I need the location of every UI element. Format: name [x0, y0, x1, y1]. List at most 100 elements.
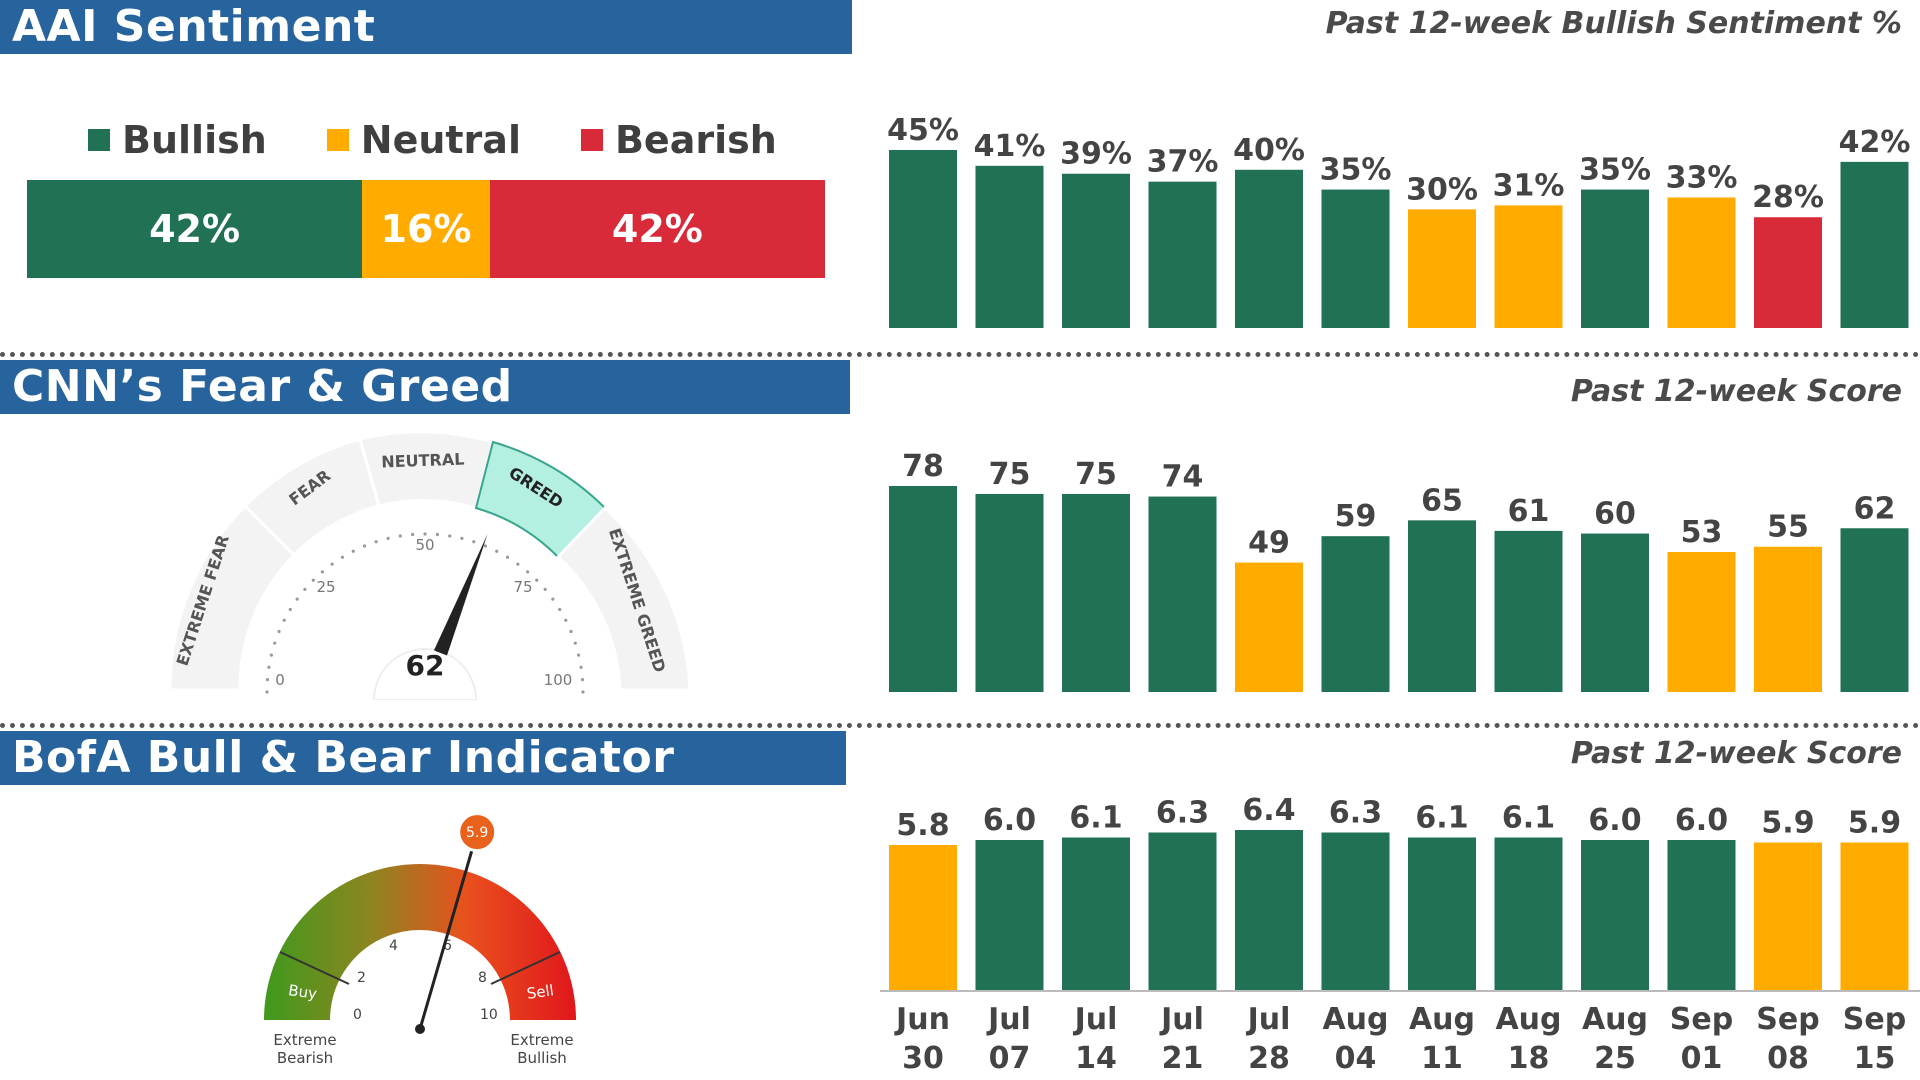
gauge-dot	[580, 678, 585, 682]
bar-value-label: 5.8	[896, 808, 949, 843]
bofa-left-caption-1: Extreme	[273, 1031, 336, 1049]
gauge-dot	[273, 641, 277, 645]
stack-segment-bullish: 42%	[27, 180, 363, 278]
x-tick-day: 18	[1508, 1041, 1550, 1076]
cnn-title: CNN’s Fear & Greed	[12, 361, 513, 412]
section-divider-1	[0, 352, 1920, 357]
x-tick-day: 04	[1335, 1041, 1377, 1076]
cnn-fear-greed-gauge: EXTREME FEAR FEAR NEUTRAL GREED EXTREME …	[168, 430, 692, 700]
x-tick-month: Jul	[1073, 1002, 1118, 1037]
bar-value-label: 61	[1508, 494, 1550, 529]
gauge-center-hub	[372, 648, 478, 700]
gauge-dot	[569, 629, 573, 634]
gauge-dot	[543, 587, 547, 591]
bar-jul-28	[1235, 169, 1303, 328]
bar-aug-11	[1408, 209, 1476, 328]
bar-value-label: 75	[1075, 457, 1117, 492]
x-tick-day: 28	[1248, 1041, 1290, 1076]
bar-aug-11	[1408, 837, 1476, 990]
bofa-right-caption-2: Bullish	[517, 1049, 567, 1067]
gauge-dot	[505, 555, 510, 559]
bar-aug-25	[1581, 189, 1649, 328]
aai-banner: AAI Sentiment	[0, 0, 852, 54]
bofa-value-badge	[458, 813, 497, 852]
cnn-banner: CNN’s Fear & Greed	[0, 360, 850, 414]
bar-value-label: 49	[1248, 526, 1290, 561]
gauge-dot	[340, 555, 345, 559]
bar-value-label: 37%	[1147, 145, 1219, 180]
bar-aug-18	[1494, 530, 1563, 692]
gauge-dot	[311, 578, 315, 582]
bofa-tick-4: 4	[389, 938, 398, 954]
tick-75: 75	[513, 578, 532, 596]
aai-legend: Bullish Neutral Bearish	[88, 118, 777, 162]
bar-aug-04	[1321, 536, 1390, 692]
gauge-dot	[579, 665, 583, 669]
bar-jun-30	[889, 150, 957, 328]
tick-25: 25	[316, 578, 335, 596]
bar-aug-04	[1321, 189, 1390, 328]
stack-segment-bearish: 42%	[489, 180, 825, 278]
bofa-banner: BofA Bull & Bear Indicator	[0, 731, 846, 785]
gauge-dot	[448, 534, 452, 538]
bar-jul-21	[1148, 181, 1217, 328]
gauge-dot	[267, 665, 271, 669]
x-tick-day: 07	[989, 1041, 1031, 1076]
bar-jul-21	[1148, 496, 1217, 692]
section-divider-2	[0, 723, 1920, 728]
bar-jul-21	[1148, 832, 1217, 990]
x-tick-month: Sep	[1843, 1002, 1906, 1037]
gauge-dot	[535, 578, 539, 582]
legend-neutral-label: Neutral	[360, 118, 521, 162]
legend-bullish: Bullish	[88, 118, 267, 162]
bar-aug-25	[1581, 533, 1649, 692]
bar-value-label: 55	[1767, 510, 1809, 545]
gauge-dot	[423, 532, 427, 536]
bofa-weekly-bar-chart: 5.8 6.0 6.1 6.3 6.4 6.3 6.1 6.1 6.0 6.0 5.9 5.9 Jun 3…	[880, 793, 1920, 1076]
bofa-needle-hub	[415, 1024, 425, 1034]
gauge-dot	[386, 536, 390, 540]
bofa-buy-label: Buy	[287, 981, 318, 1003]
bar-sep-15	[1840, 528, 1909, 692]
gauge-dot	[269, 653, 273, 657]
bar-jul-28	[1235, 830, 1303, 990]
x-tick-day: 01	[1681, 1041, 1723, 1076]
bar-value-label: 45%	[887, 113, 959, 148]
bar-value-label: 5.9	[1848, 806, 1901, 841]
legend-bearish: Bearish	[580, 118, 777, 162]
bar-value-label: 65	[1421, 483, 1463, 518]
bar-value-label: 6.1	[1502, 801, 1555, 836]
bar-sep-15	[1840, 842, 1909, 990]
bar-value-label: 6.1	[1415, 801, 1468, 836]
bar-value-label: 6.4	[1242, 793, 1295, 828]
bar-value-label: 59	[1335, 499, 1377, 534]
bar-value-label: 6.0	[983, 803, 1036, 838]
x-tick-day: 25	[1594, 1041, 1636, 1076]
bearish-swatch	[580, 129, 603, 151]
gauge-dot	[398, 534, 402, 538]
x-tick-month: Sep	[1756, 1002, 1819, 1037]
tick-50: 50	[415, 536, 434, 554]
gauge-needle	[433, 533, 488, 656]
bar-value-label: 78	[902, 449, 944, 484]
gauge-dot	[564, 618, 568, 622]
gauge-dot	[295, 597, 299, 601]
gauge-dot	[265, 690, 269, 694]
x-tick-month: Jul	[1246, 1002, 1291, 1037]
bofa-left-caption-2: Bearish	[277, 1049, 333, 1067]
x-tick-day: 15	[1854, 1041, 1896, 1076]
gauge-zone-extreme-greed	[555, 505, 692, 692]
bofa-value-label: 5.9	[466, 825, 488, 841]
bofa-tick-0: 0	[353, 1007, 362, 1023]
aai-weekly-bar-chart: 45% 41% 39% 37% 40% 35% 30% 31% 35% 33% 28% 42%	[887, 113, 1911, 328]
x-tick-month: Jun	[894, 1002, 950, 1037]
bofa-sell-divider	[490, 951, 561, 985]
bar-value-label: 42%	[1839, 125, 1911, 160]
aai-subtitle: Past 12-week Bullish Sentiment %	[1325, 6, 1902, 41]
bar-jul-28	[1235, 562, 1303, 692]
aai-stacked-bar: 42% 16% 42%	[27, 180, 825, 278]
bar-sep-08	[1754, 217, 1822, 328]
bar-aug-18	[1494, 205, 1563, 328]
legend-bullish-label: Bullish	[122, 118, 267, 162]
bar-jun-30	[889, 845, 957, 990]
